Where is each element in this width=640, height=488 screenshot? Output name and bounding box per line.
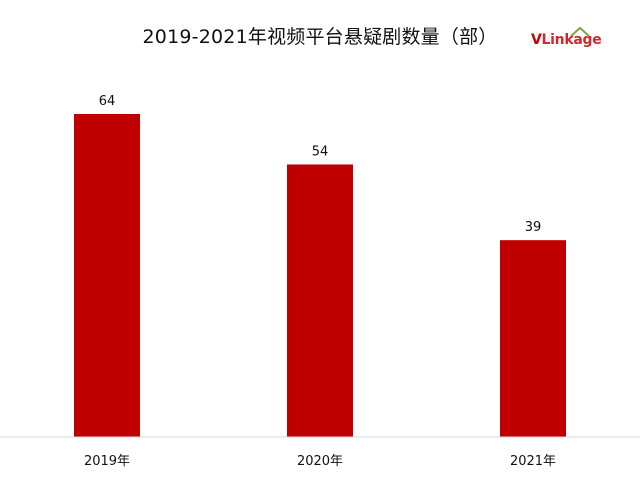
bar-2021年: [500, 240, 566, 437]
vlinkage-logo: VLinkage: [531, 26, 631, 52]
bar-2020年: [287, 164, 353, 437]
data-label: 64: [99, 94, 116, 109]
logo-text: VLinkage: [531, 32, 602, 48]
x-tick-label: 2021年: [510, 454, 556, 469]
data-label: 54: [312, 144, 329, 159]
bar-2019年: [74, 114, 140, 437]
x-tick-label: 2019年: [84, 454, 130, 469]
data-label: 39: [525, 220, 542, 235]
chart-title: 2019-2021年视频平台悬疑剧数量（部）: [142, 26, 498, 48]
x-tick-label: 2020年: [297, 454, 343, 469]
logo-roof-icon: [570, 26, 590, 37]
